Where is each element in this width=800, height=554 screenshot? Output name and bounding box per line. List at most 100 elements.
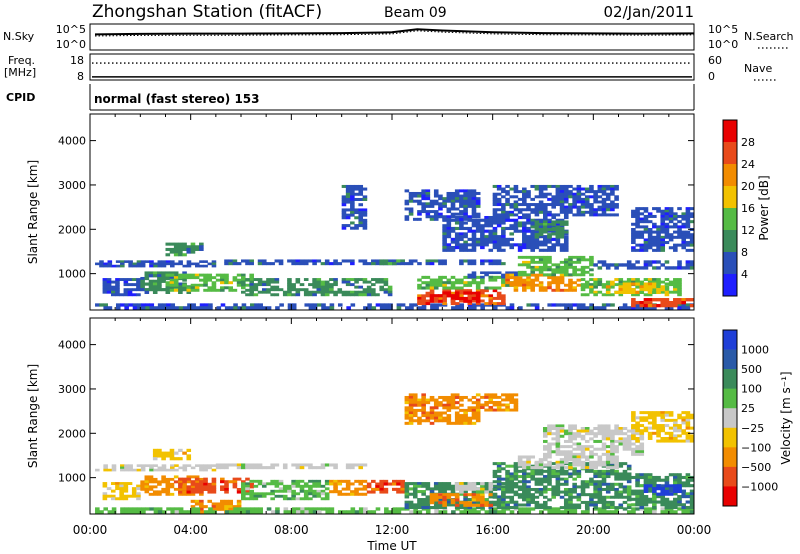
heatmap-cell [597,184,603,188]
heatmap-cell [144,480,150,484]
heatmap-cell [224,262,229,266]
heatmap-cell [626,434,632,438]
heatmap-cell [194,502,200,506]
heatmap-cell [509,187,515,191]
heatmap-cell [450,406,456,410]
heatmap-cell [480,281,485,285]
heatmap-cell [366,288,372,292]
heatmap-cell [429,501,435,505]
heatmap-cell [203,303,209,307]
heatmap-cell [182,485,187,489]
heatmap-cell [178,466,183,470]
heatmap-cell [673,500,678,504]
heatmap-cell [618,306,624,310]
heatmap-cell [123,487,129,491]
heatmap-cell [220,477,225,481]
heatmap-cell [237,306,243,310]
heatmap-cell [664,290,670,294]
heatmap-cell [157,282,162,286]
heatmap-cell [475,240,481,244]
heatmap-cell [450,493,456,497]
heatmap-cell [622,290,628,294]
heatmap-cell [362,211,368,215]
heatmap-cell [199,247,204,251]
heatmap-cell [459,403,464,407]
heatmap-cell [517,463,523,467]
heatmap-cell [530,229,536,233]
heatmap-cell [102,285,108,289]
heatmap-cell [601,434,607,438]
heatmap-cell [383,490,389,494]
heatmap-cell [543,503,548,507]
heatmap-cell [438,403,443,407]
heatmap-cell [631,424,636,428]
heatmap-cell [517,229,523,233]
heatmap-cell [668,484,674,488]
heatmap-cell [111,510,117,514]
heatmap-cell [329,463,334,467]
heatmap-cell [689,478,695,482]
heatmap-cell [605,472,611,476]
heatmap-cell [563,477,569,481]
heatmap-cell [236,502,242,506]
heatmap-cell [475,299,481,303]
heatmap-cell [291,259,296,263]
heatmap-cell [450,291,456,295]
heatmap-cell [228,262,234,266]
heatmap-cell [664,217,670,221]
heatmap-cell [543,222,548,226]
heatmap-cell [568,503,573,507]
heatmap-cell [320,283,326,287]
heatmap-cell [152,454,158,458]
heatmap-cell [429,286,435,290]
heatmap-cell [107,306,113,310]
heatmap-cell [275,306,280,310]
heatmap-cell [475,294,481,298]
heatmap-cell [563,260,569,264]
heatmap-cell [538,192,544,196]
heatmap-cell [563,235,569,239]
heatmap-cell [463,411,468,415]
heatmap-cell [555,195,561,199]
heatmap-cell [559,424,565,428]
heatmap-cell [677,290,682,294]
heatmap-cell [631,282,636,286]
heatmap-cell [362,213,368,217]
heatmap-cell [345,278,351,281]
heatmap-cell [513,493,519,497]
heatmap-cell [530,469,536,473]
heatmap-cell [522,487,527,491]
heatmap-cell [563,429,569,433]
heatmap-cell [119,487,124,491]
heatmap-cell [312,262,317,266]
heatmap-cell [463,215,468,219]
heatmap-cell [471,210,477,214]
heatmap-cell [363,507,368,511]
heatmap-cell [182,492,187,496]
heatmap-cell [463,503,468,507]
heatmap-cell [656,280,661,284]
heatmap-cell [329,479,334,483]
heatmap-cell [404,487,410,491]
heatmap-cell [643,489,649,493]
heatmap-cell [207,487,213,491]
heatmap-cell [400,490,405,494]
heatmap-cell [266,288,271,292]
heatmap-cell [618,278,624,281]
heatmap-cell [161,487,166,491]
heatmap-cell [178,477,183,481]
heatmap-cell [589,205,594,209]
heatmap-cell [249,494,254,498]
heatmap-cell [639,418,645,422]
heatmap-cell [647,303,653,308]
heatmap-cell [513,475,519,479]
heatmap-cell [484,286,489,290]
heatmap-cell [555,434,561,438]
heatmap-cell [350,507,356,511]
heatmap-cell [303,489,309,493]
heatmap-cell [425,498,431,502]
heatmap-cell [643,300,649,305]
heatmap-cell [450,401,456,405]
heatmap-cell [459,281,464,285]
